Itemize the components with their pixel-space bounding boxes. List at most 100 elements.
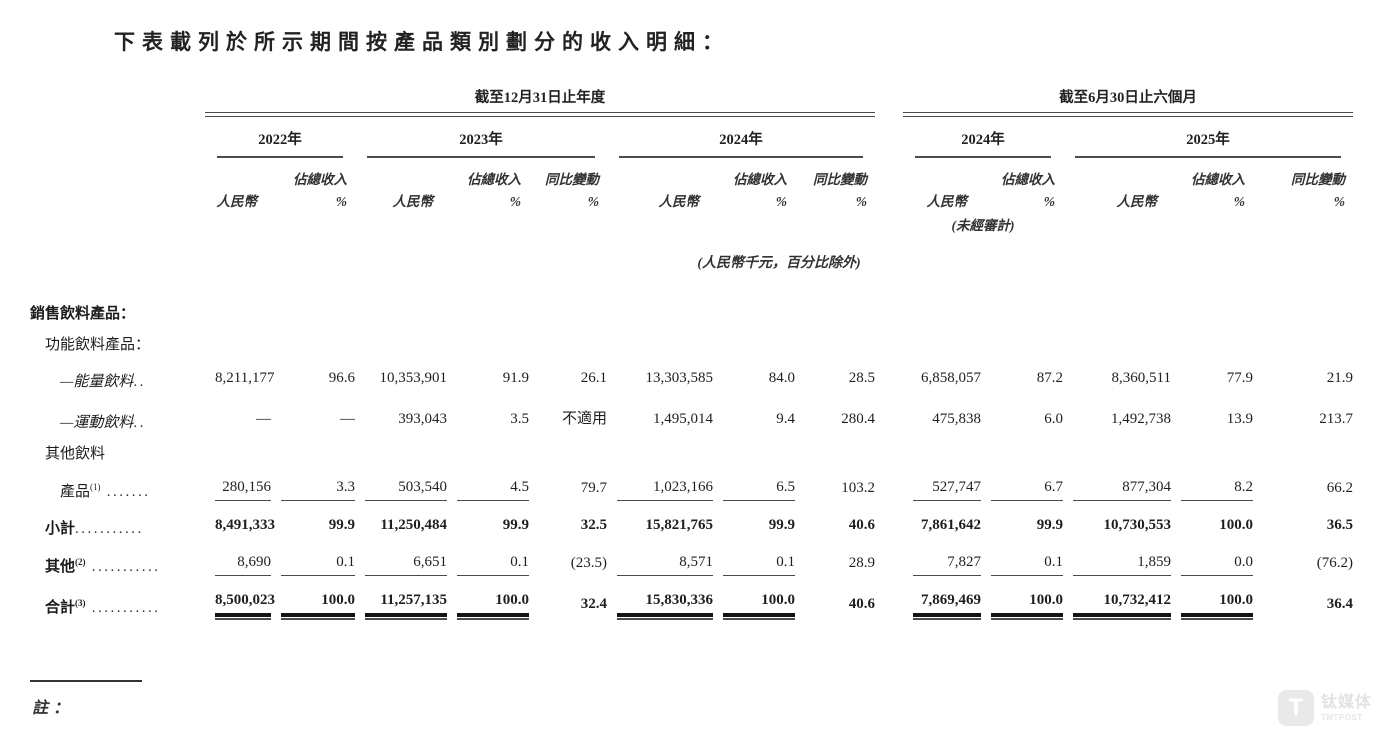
value-cell: 84.0 bbox=[768, 370, 795, 386]
unaudited-note: (未經審計) bbox=[951, 218, 1015, 233]
value-cell: 100.0 bbox=[1219, 517, 1253, 533]
row-label: —運動飲料.. bbox=[60, 415, 146, 431]
table-header: 截至12月31日止年度 截至6月30日止六個月 2022年 2023年 2024… bbox=[30, 86, 1354, 292]
value-cell: 6,651 bbox=[355, 538, 447, 576]
group-rule-row bbox=[30, 112, 1354, 117]
value-cell: 100.0 bbox=[447, 576, 529, 620]
header-pct: % bbox=[1233, 194, 1245, 209]
value-cell: 8,571 bbox=[607, 538, 713, 576]
value-cell: 0.1 bbox=[713, 538, 795, 576]
row-label: 其他(2) ........... bbox=[45, 557, 161, 575]
year-2025-interim: 2025年 bbox=[1063, 117, 1353, 158]
value-cell: 475,838 bbox=[932, 411, 981, 427]
footnote-label: 註： bbox=[32, 700, 75, 717]
value-cell: 40.6 bbox=[848, 596, 875, 612]
table-row: 其他(2) ........... 8,690 0.1 6,651 0.1 (23.5) 8… bbox=[30, 538, 1353, 576]
double-rule bbox=[903, 112, 1354, 117]
value-cell: 6.5 bbox=[713, 463, 795, 501]
value-cell: 28.5 bbox=[848, 370, 875, 386]
value-cell: 100.0 bbox=[981, 576, 1063, 620]
value-cell: 10,732,412 bbox=[1063, 576, 1171, 620]
value-cell: 11,250,484 bbox=[380, 517, 447, 533]
value-cell: 91.9 bbox=[502, 370, 529, 386]
value-cell: 8,360,511 bbox=[1111, 370, 1171, 386]
value-cell: 503,540 bbox=[355, 463, 447, 501]
value-cell: 79.7 bbox=[580, 480, 607, 496]
value-cell: 9.4 bbox=[776, 411, 795, 427]
value-cell: 99.9 bbox=[328, 517, 355, 533]
value-cell: (23.5) bbox=[570, 555, 607, 571]
value-cell: 1,495,014 bbox=[653, 411, 713, 427]
header-rmb: 人民幣 bbox=[392, 194, 434, 209]
header-rmb: 人民幣 bbox=[926, 194, 968, 209]
value-cell: 不適用 bbox=[561, 411, 607, 427]
period-group-annual: 截至12月31日止年度 bbox=[474, 90, 606, 106]
year-2024-interim: 2024年 bbox=[903, 117, 1063, 158]
value-cell: 15,821,765 bbox=[645, 517, 714, 533]
value-cell: 13,303,585 bbox=[645, 370, 714, 386]
value-cell: 3.5 bbox=[510, 411, 529, 427]
revenue-breakdown-table: 截至12月31日止年度 截至6月30日止六個月 2022年 2023年 2024… bbox=[30, 86, 1354, 620]
header-pct: % bbox=[775, 194, 787, 209]
header-yoy-top: 同比變動 bbox=[545, 172, 599, 187]
column-gutter bbox=[875, 538, 903, 576]
value-cell: 0.0 bbox=[1171, 538, 1253, 576]
row-label: 功能飲料產品： bbox=[45, 337, 151, 353]
value-cell: 10,353,901 bbox=[379, 370, 448, 386]
value-cell: 11,257,135 bbox=[355, 576, 447, 620]
value-cell: 32.5 bbox=[580, 517, 607, 533]
value-cell: 100.0 bbox=[1171, 576, 1253, 620]
watermark-name-en: TMTPOST bbox=[1320, 712, 1363, 722]
column-gutter bbox=[875, 576, 903, 617]
value-cell: 4.5 bbox=[447, 463, 529, 501]
value-cell: 8,491,333 bbox=[215, 517, 275, 533]
table-row: 產品(1) ....... 280,156 3.3 503,540 4.5 79.7 1,0… bbox=[30, 463, 1353, 501]
year-2022: 2022年 bbox=[205, 117, 355, 158]
value-cell: 66.2 bbox=[1326, 480, 1354, 496]
value-cell: 40.6 bbox=[848, 517, 875, 533]
row-label: 銷售飲料產品： bbox=[30, 306, 136, 322]
year-2023: 2023年 bbox=[355, 117, 607, 158]
double-rule bbox=[205, 112, 875, 117]
table-row: 其他飲料 bbox=[30, 432, 1353, 463]
value-cell: 213.7 bbox=[1319, 411, 1354, 427]
value-cell: — bbox=[256, 411, 271, 427]
subheader-top-row: 佔總收入 佔總收入 同比變動 佔總收入 同比變動 佔總收入 佔總收入 同比變動 bbox=[30, 158, 1353, 188]
header-pct: % bbox=[509, 194, 521, 209]
column-gutter bbox=[875, 501, 903, 538]
header-yoy: % bbox=[1333, 194, 1346, 209]
header-yoy: % bbox=[855, 194, 867, 209]
column-gutter bbox=[875, 86, 903, 112]
value-cell: 7,827 bbox=[903, 538, 981, 576]
value-cell: 877,304 bbox=[1063, 463, 1171, 501]
value-cell: 13.9 bbox=[1226, 411, 1253, 427]
document-page: { "page": { "title": "下表載列於所示期間按產品類別劃分的收… bbox=[0, 26, 1400, 744]
value-cell: 99.9 bbox=[502, 517, 529, 533]
year-header-row: 2022年 2023年 2024年 2024年 2025年 bbox=[30, 117, 1353, 158]
footnote-divider bbox=[30, 680, 142, 682]
row-label: 小計........... bbox=[45, 521, 144, 537]
value-cell: 393,043 bbox=[398, 411, 447, 427]
table-row: —能量飲料.. 8,211,177 96.6 10,353,901 91.9 26.1 13… bbox=[30, 354, 1353, 391]
row-label: 其他飲料 bbox=[45, 446, 106, 462]
row-label: 合計(3) ........... bbox=[45, 598, 161, 616]
value-cell: 527,747 bbox=[903, 463, 981, 501]
column-gutter bbox=[875, 354, 903, 391]
value-cell: 0.1 bbox=[981, 538, 1063, 576]
header-pct-top: 佔總收入 bbox=[1191, 172, 1245, 187]
header-pct-top: 佔總收入 bbox=[467, 172, 521, 187]
header-rmb: 人民幣 bbox=[216, 194, 258, 209]
column-gutter bbox=[875, 463, 903, 501]
table-row: 小計........... 8,491,333 99.9 11,250,484 99.9… bbox=[30, 501, 1353, 538]
tmtpost-watermark: T 钛媒体 TMTPOST bbox=[1277, 690, 1372, 726]
header-pct: % bbox=[335, 194, 347, 209]
unaudited-note-row: (未經審計) bbox=[30, 210, 1353, 234]
value-cell: 21.9 bbox=[1326, 370, 1354, 386]
value-cell: 8.2 bbox=[1171, 463, 1253, 501]
header-rmb: 人民幣 bbox=[1116, 194, 1158, 209]
value-cell: — bbox=[340, 411, 355, 427]
header-pct: % bbox=[1043, 194, 1055, 209]
value-cell: 6.7 bbox=[981, 463, 1063, 501]
header-pct-top: 佔總收入 bbox=[733, 172, 787, 187]
value-cell: 1,859 bbox=[1063, 538, 1171, 576]
